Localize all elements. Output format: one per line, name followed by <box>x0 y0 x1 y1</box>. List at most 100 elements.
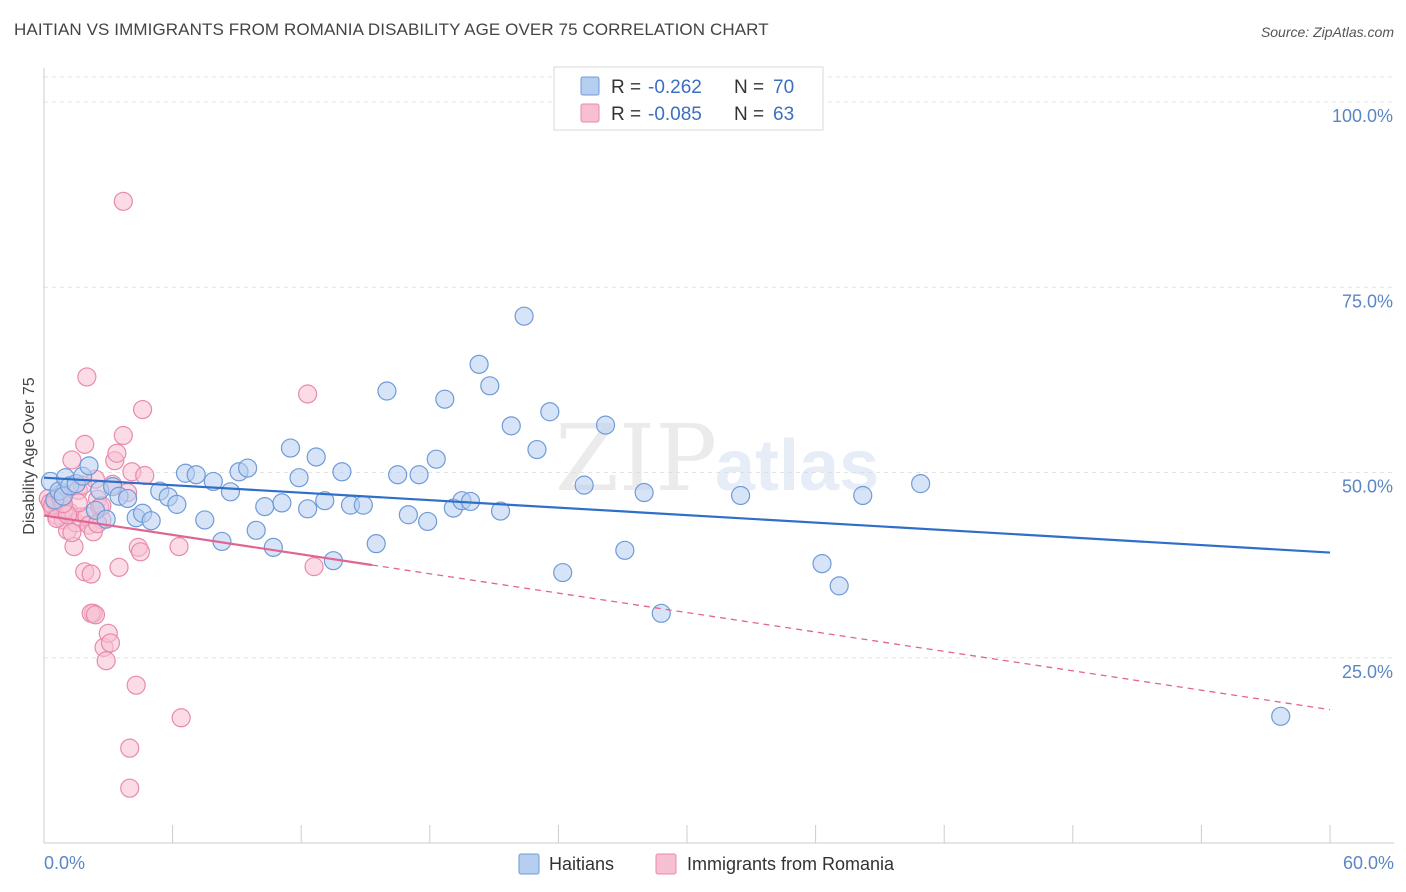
romania-point-48[interactable] <box>120 738 140 758</box>
y-axis-title: Disability Age Over 75 <box>21 377 38 535</box>
bottom-legend-swatch-haitians[interactable] <box>518 853 540 875</box>
haitians-point-44[interactable] <box>388 465 408 485</box>
haitians-point-31[interactable] <box>263 537 283 557</box>
bottom-legend-label-romania[interactable]: Immigrants from Romania <box>687 854 895 874</box>
haitians-point-49[interactable] <box>435 389 455 409</box>
haitians-point-34[interactable] <box>289 468 309 488</box>
haitians-point-33[interactable] <box>280 438 301 458</box>
haitians-point-30[interactable] <box>255 497 275 517</box>
haitians-point-71[interactable] <box>1271 706 1291 726</box>
haitians-point-68[interactable] <box>829 576 849 596</box>
stats-legend-n-value-2: 63 <box>773 104 794 125</box>
stats-legend-n-label-1: N = <box>734 77 764 98</box>
haitians-point-46[interactable] <box>409 465 429 485</box>
stats-legend-r-value-1: -0.262 <box>648 77 702 98</box>
romania-point-42[interactable] <box>77 367 97 387</box>
chart-title: HAITIAN VS IMMIGRANTS FROM ROMANIA DISAB… <box>14 20 769 39</box>
romania-point-40[interactable] <box>135 465 155 486</box>
haitians-point-60[interactable] <box>553 562 573 583</box>
haitians-point-53[interactable] <box>469 354 489 374</box>
y-tick-label-100: 100.0% <box>1332 106 1393 126</box>
haitians-point-66[interactable] <box>730 485 751 506</box>
stats-legend-n-value-1: 70 <box>773 77 794 98</box>
romania-point-33[interactable] <box>109 557 129 577</box>
haitians-point-41[interactable] <box>353 495 373 515</box>
haitians-point-47[interactable] <box>418 511 438 532</box>
haitians-point-28[interactable] <box>238 458 258 478</box>
stats-legend-swatch-romania <box>580 103 600 123</box>
romania-trend-line <box>43 514 373 567</box>
chart-source: Source: ZipAtlas.com <box>1260 24 1394 40</box>
stats-legend-swatch-haitians <box>580 76 600 96</box>
stats-legend-r-label-1: R = <box>611 77 641 98</box>
haitians-point-23[interactable] <box>195 510 215 530</box>
haitians-point-42[interactable] <box>366 534 386 554</box>
romania-point-32[interactable] <box>107 443 127 463</box>
romania-point-39[interactable] <box>130 542 151 562</box>
romania-point-45[interactable] <box>113 191 133 211</box>
romania-point-37[interactable] <box>126 675 146 695</box>
romania-point-44[interactable] <box>85 605 106 625</box>
haitians-point-54[interactable] <box>480 376 500 396</box>
romania-point-51[interactable] <box>298 384 318 404</box>
haitians-point-43[interactable] <box>377 381 397 401</box>
romania-point-47[interactable] <box>171 708 191 728</box>
haitians-point-36[interactable] <box>306 447 326 467</box>
series-haitians <box>40 306 1291 726</box>
romania-point-34[interactable] <box>113 425 133 446</box>
romania-point-52[interactable] <box>304 557 324 577</box>
haitians-point-59[interactable] <box>540 402 560 422</box>
haitians-point-56[interactable] <box>501 416 521 436</box>
axes <box>43 68 1394 844</box>
romania-point-29[interactable] <box>100 633 121 653</box>
haitians-point-48[interactable] <box>426 449 446 469</box>
haitians-point-32[interactable] <box>272 493 292 513</box>
bottom-legend-label-haitians[interactable]: Haitians <box>549 854 614 874</box>
haitians-point-39[interactable] <box>332 462 352 482</box>
haitians-point-37[interactable] <box>315 491 335 511</box>
haitians-point-69[interactable] <box>853 485 873 506</box>
bottom-legend: Haitians Immigrants from Romania <box>518 853 895 875</box>
romania-point-41[interactable] <box>75 434 95 454</box>
x-tick-label-min: 0.0% <box>44 853 85 873</box>
haitians-point-29[interactable] <box>246 520 266 540</box>
haitians-point-70[interactable] <box>911 474 931 494</box>
haitians-point-26[interactable] <box>220 482 241 502</box>
haitians-point-14[interactable] <box>117 488 138 509</box>
trend-lines <box>43 476 1331 711</box>
haitians-point-22[interactable] <box>186 465 206 485</box>
x-tick-labels: 0.0% 60.0% <box>44 853 1394 873</box>
haitians-point-45[interactable] <box>398 505 418 525</box>
haitians-point-64[interactable] <box>634 482 654 503</box>
haitians-point-17[interactable] <box>141 511 161 531</box>
romania-point-50[interactable] <box>169 537 189 557</box>
haitians-point-20[interactable] <box>167 494 187 514</box>
y-tick-label-75: 75.0% <box>1342 291 1393 311</box>
stats-legend: R = -0.262 N = 70 R = -0.085 N = 63 <box>553 66 824 131</box>
haitians-point-8[interactable] <box>79 456 99 476</box>
y-tick-label-50: 50.0% <box>1342 477 1393 497</box>
haitians-point-61[interactable] <box>574 475 594 495</box>
romania-point-46[interactable] <box>132 399 153 420</box>
romania-point-11[interactable] <box>62 450 82 470</box>
romania-point-58[interactable] <box>62 522 82 543</box>
haitians-trend-line <box>43 476 1331 554</box>
haitians-point-65[interactable] <box>651 603 671 623</box>
haitians-point-24[interactable] <box>203 471 223 492</box>
romania-point-20[interactable] <box>81 564 101 584</box>
haitians-point-67[interactable] <box>812 554 832 574</box>
bottom-legend-swatch-romania[interactable] <box>655 853 677 875</box>
haitians-point-58[interactable] <box>527 439 547 460</box>
haitians-point-63[interactable] <box>615 540 635 560</box>
haitians-point-57[interactable] <box>514 306 534 326</box>
x-tick-label-max: 60.0% <box>1343 853 1394 873</box>
haitians-point-55[interactable] <box>490 501 511 521</box>
haitians-point-35[interactable] <box>298 499 318 519</box>
stats-legend-n-label-2: N = <box>734 104 764 125</box>
romania-trend-line-extension <box>371 564 1331 711</box>
y-tick-labels: 25.0% 50.0% 75.0% 100.0% <box>1332 106 1393 682</box>
romania-point-27[interactable] <box>96 651 116 671</box>
haitians-point-62[interactable] <box>595 415 616 435</box>
romania-point-49[interactable] <box>120 778 140 798</box>
